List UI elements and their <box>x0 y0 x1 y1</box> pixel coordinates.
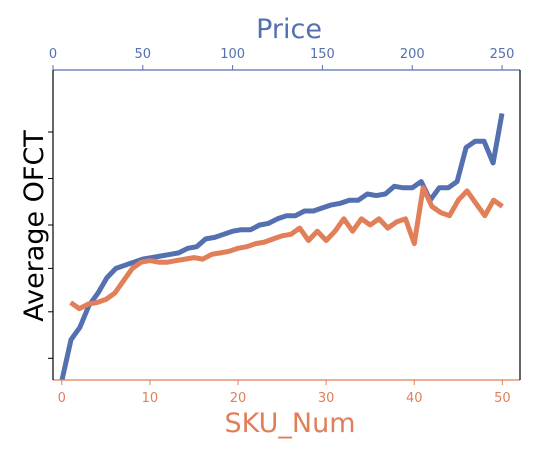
left-axis-ticks <box>48 131 53 359</box>
top-tick-label: 200 <box>400 47 425 62</box>
top-tick-label: 150 <box>310 47 335 62</box>
bottom-tick-label: 50 <box>494 391 511 406</box>
bottom-tick-label: 40 <box>406 391 423 406</box>
plot-area <box>53 70 520 380</box>
bottom-tick-label: 30 <box>318 391 335 406</box>
bottom-axis-ticks: 0 10 20 30 40 50 <box>58 380 511 406</box>
series-lines <box>59 112 505 381</box>
top-axis-title: Price <box>256 14 322 45</box>
sku-series-line <box>69 185 504 312</box>
bottom-tick-label: 10 <box>142 391 159 406</box>
top-axis-ticks: 0 50 100 150 200 250 <box>49 47 515 70</box>
left-axis-title: Average OFCT <box>19 130 50 322</box>
top-tick-label: 100 <box>220 47 245 62</box>
top-tick-label: 50 <box>135 47 152 62</box>
top-tick-label: 0 <box>49 47 57 62</box>
bottom-axis-title: SKU_Num <box>225 408 356 439</box>
bottom-tick-label: 0 <box>58 391 66 406</box>
bottom-tick-label: 20 <box>230 391 247 406</box>
top-tick-label: 250 <box>490 47 515 62</box>
